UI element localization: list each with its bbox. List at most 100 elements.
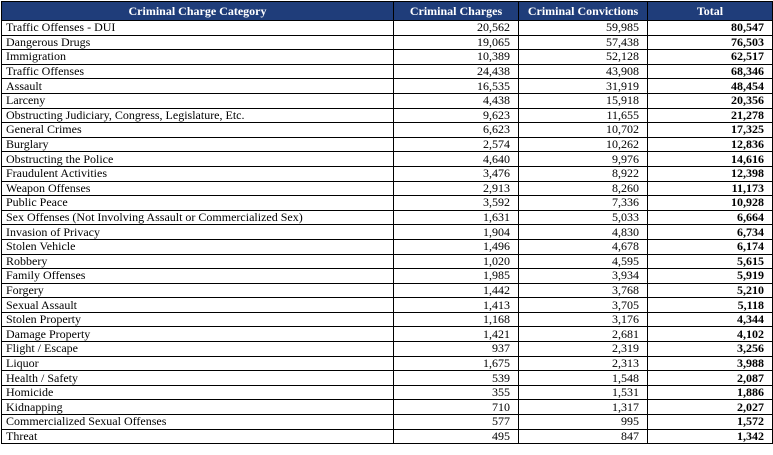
category-cell: Forgery <box>1 282 394 299</box>
total-cell: 5,210 <box>647 282 773 299</box>
total-cell: 11,173 <box>647 180 773 197</box>
convictions-cell: 5,033 <box>518 209 648 226</box>
charges-cell: 24,438 <box>393 63 519 80</box>
charges-cell: 1,442 <box>393 282 519 299</box>
total-cell: 12,836 <box>647 136 773 153</box>
category-cell: Health / Safety <box>1 370 394 386</box>
table-row: Damage Property 1,421 2,681 4,102 <box>1 326 773 343</box>
category-cell: Homicide <box>1 384 394 401</box>
convictions-cell: 3,176 <box>518 311 648 328</box>
charges-cell: 1,020 <box>393 253 519 270</box>
header-charges: Criminal Charges <box>393 1 519 21</box>
charges-cell: 577 <box>393 414 519 430</box>
table-row: Dangerous Drugs 19,065 57,438 76,503 <box>1 34 773 51</box>
total-cell: 2,027 <box>647 399 773 416</box>
charges-cell: 1,985 <box>393 268 519 284</box>
convictions-cell: 10,702 <box>518 122 648 138</box>
header-category: Criminal Charge Category <box>1 1 394 21</box>
table-row: Immigration 10,389 52,128 62,517 <box>1 49 773 65</box>
convictions-cell: 10,262 <box>518 136 648 153</box>
table-row: Sex Offenses (Not Involving Assault or C… <box>1 209 773 226</box>
total-cell: 12,398 <box>647 165 773 182</box>
table-row: Larceny 4,438 15,918 20,356 <box>1 92 773 109</box>
charges-cell: 1,675 <box>393 355 519 372</box>
table-row: Flight / Escape 937 2,319 3,256 <box>1 341 773 357</box>
category-cell: Liquor <box>1 355 394 372</box>
convictions-cell: 31,919 <box>518 78 648 94</box>
charges-cell: 1,421 <box>393 326 519 343</box>
header-convictions: Criminal Convictions <box>518 1 648 21</box>
total-cell: 1,572 <box>647 414 773 430</box>
table-row: Forgery 1,442 3,768 5,210 <box>1 282 773 299</box>
charges-cell: 4,640 <box>393 151 519 167</box>
category-cell: Flight / Escape <box>1 341 394 357</box>
total-cell: 68,346 <box>647 63 773 80</box>
convictions-cell: 4,830 <box>518 224 648 240</box>
table-row: Family Offenses 1,985 3,934 5,919 <box>1 268 773 284</box>
charges-cell: 1,168 <box>393 311 519 328</box>
total-cell: 20,356 <box>647 92 773 109</box>
category-cell: Commercialized Sexual Offenses <box>1 414 394 430</box>
convictions-cell: 9,976 <box>518 151 648 167</box>
charges-cell: 20,562 <box>393 20 519 36</box>
table-row: Stolen Property 1,168 3,176 4,344 <box>1 311 773 328</box>
total-cell: 6,174 <box>647 238 773 255</box>
table-row: Kidnapping 710 1,317 2,027 <box>1 399 773 416</box>
category-cell: Invasion of Privacy <box>1 224 394 240</box>
total-cell: 5,118 <box>647 297 773 313</box>
charges-cell: 9,623 <box>393 107 519 124</box>
charges-cell: 19,065 <box>393 34 519 51</box>
table-row: Public Peace 3,592 7,336 10,928 <box>1 195 773 211</box>
charges-cell: 355 <box>393 384 519 401</box>
charges-cell: 2,574 <box>393 136 519 153</box>
category-cell: Stolen Property <box>1 311 394 328</box>
criminal-charges-table: Criminal Charge Category Criminal Charge… <box>1 1 773 445</box>
category-cell: Obstructing Judiciary, Congress, Legisla… <box>1 107 394 124</box>
table-row: Robbery 1,020 4,595 5,615 <box>1 253 773 270</box>
convictions-cell: 995 <box>518 414 648 430</box>
category-cell: Family Offenses <box>1 268 394 284</box>
category-cell: General Crimes <box>1 122 394 138</box>
charges-cell: 16,535 <box>393 78 519 94</box>
category-cell: Damage Property <box>1 326 394 343</box>
charges-cell: 2,913 <box>393 180 519 197</box>
convictions-cell: 52,128 <box>518 49 648 65</box>
category-cell: Fraudulent Activities <box>1 165 394 182</box>
charges-cell: 1,496 <box>393 238 519 255</box>
charges-cell: 4,438 <box>393 92 519 109</box>
convictions-cell: 847 <box>518 428 648 445</box>
category-cell: Larceny <box>1 92 394 109</box>
total-cell: 2,087 <box>647 370 773 386</box>
category-cell: Weapon Offenses <box>1 180 394 197</box>
table-row: Homicide 355 1,531 1,886 <box>1 384 773 401</box>
charges-cell: 1,631 <box>393 209 519 226</box>
total-cell: 48,454 <box>647 78 773 94</box>
convictions-cell: 57,438 <box>518 34 648 51</box>
convictions-cell: 3,768 <box>518 282 648 299</box>
category-cell: Immigration <box>1 49 394 65</box>
charges-cell: 6,623 <box>393 122 519 138</box>
category-cell: Dangerous Drugs <box>1 34 394 51</box>
category-cell: Sex Offenses (Not Involving Assault or C… <box>1 209 394 226</box>
charges-cell: 10,389 <box>393 49 519 65</box>
table-row: Traffic Offenses 24,438 43,908 68,346 <box>1 63 773 80</box>
total-cell: 4,344 <box>647 311 773 328</box>
total-cell: 4,102 <box>647 326 773 343</box>
category-cell: Assault <box>1 78 394 94</box>
total-cell: 6,664 <box>647 209 773 226</box>
total-cell: 80,547 <box>647 20 773 36</box>
total-cell: 14,616 <box>647 151 773 167</box>
total-cell: 3,988 <box>647 355 773 372</box>
charges-cell: 1,413 <box>393 297 519 313</box>
convictions-cell: 2,313 <box>518 355 648 372</box>
convictions-cell: 4,678 <box>518 238 648 255</box>
charges-cell: 937 <box>393 341 519 357</box>
convictions-cell: 59,985 <box>518 20 648 36</box>
table-row: Fraudulent Activities 3,476 8,922 12,398 <box>1 165 773 182</box>
table-row: Threat 495 847 1,342 <box>1 428 773 445</box>
charges-cell: 1,904 <box>393 224 519 240</box>
convictions-cell: 15,918 <box>518 92 648 109</box>
total-cell: 1,342 <box>647 428 773 445</box>
table-row: Stolen Vehicle 1,496 4,678 6,174 <box>1 238 773 255</box>
table-row: Commercialized Sexual Offenses 577 995 1,57… <box>1 414 773 430</box>
